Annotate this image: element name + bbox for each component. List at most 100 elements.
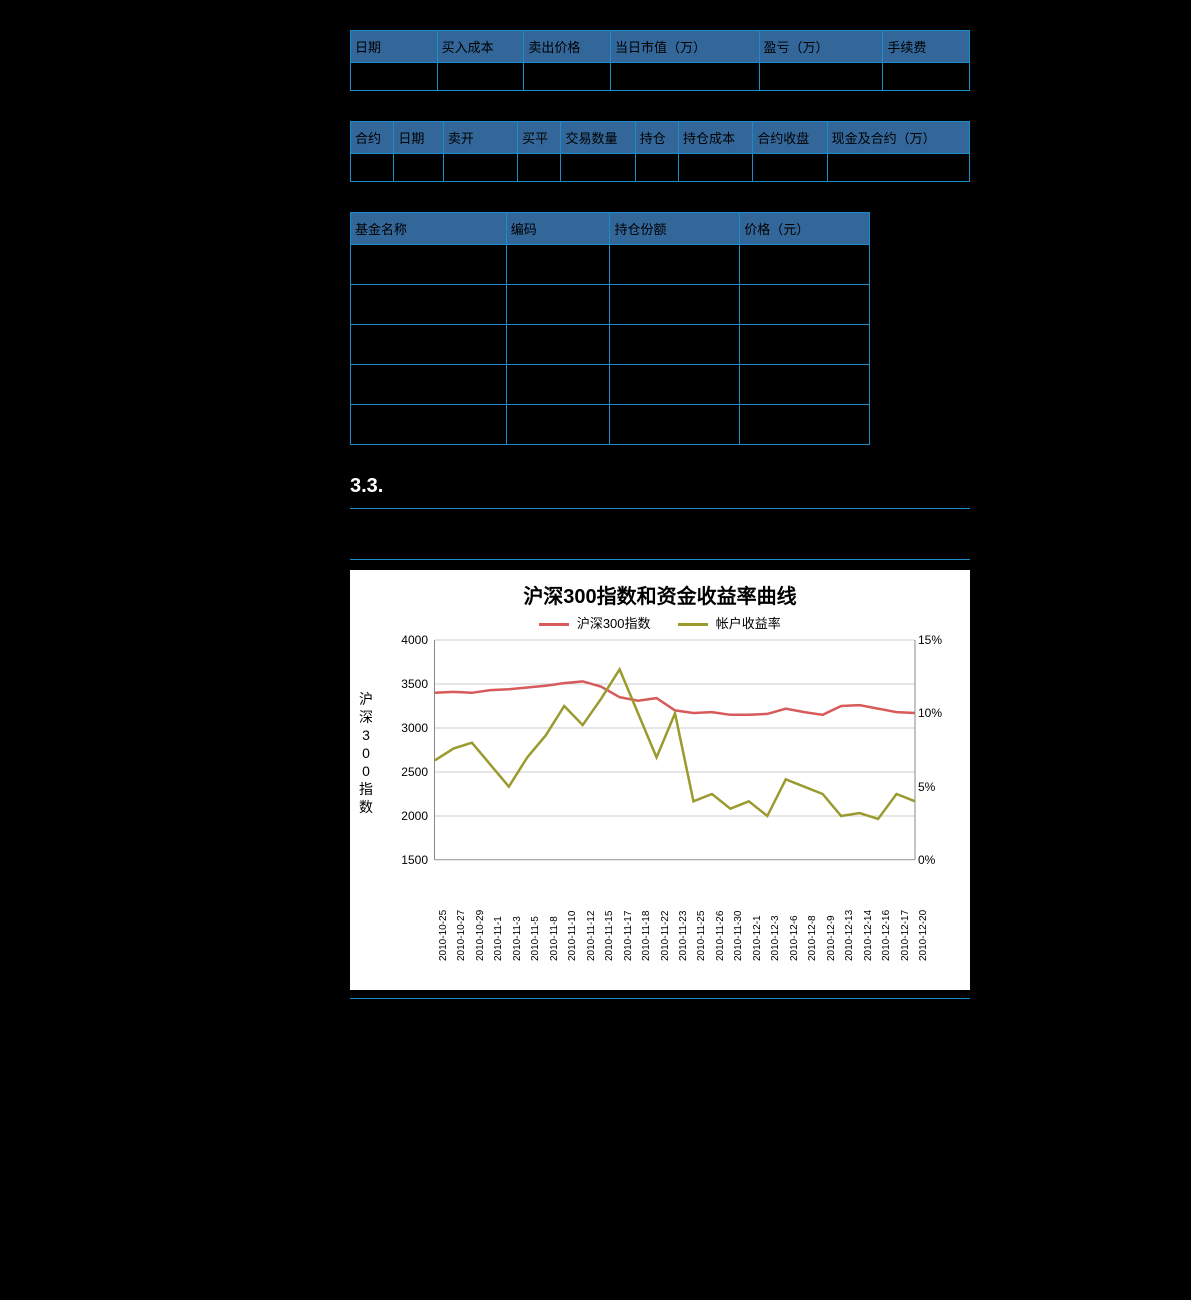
- th-date: 日期: [351, 31, 438, 63]
- legend-item-yield: 帐户收益率: [678, 613, 781, 632]
- th-contract: 合约: [351, 122, 394, 154]
- x-tick-label: 2010-11-15: [604, 861, 615, 961]
- heading-underline: [350, 508, 970, 509]
- table-row: [351, 245, 870, 285]
- th-code: 编码: [506, 213, 610, 245]
- legend-swatch: [539, 623, 569, 626]
- cell: [610, 325, 740, 365]
- table-row: [351, 63, 970, 91]
- y-tick-right: 15%: [918, 633, 954, 647]
- x-tick-label: 2010-12-20: [918, 861, 929, 961]
- cell: [506, 325, 610, 365]
- cell: [437, 63, 524, 91]
- th-buy-close: 买平: [518, 122, 561, 154]
- th-position: 持仓: [635, 122, 678, 154]
- line-hs300: [435, 681, 915, 714]
- divider-line: [350, 559, 970, 560]
- legend-swatch: [678, 623, 708, 626]
- th-pnl: 盈亏（万）: [759, 31, 883, 63]
- x-tick-label: 2010-11-12: [586, 861, 597, 961]
- cell: [740, 365, 870, 405]
- x-tick-label: 2010-10-29: [475, 861, 486, 961]
- th-price: 价格（元）: [740, 213, 870, 245]
- th-fee: 手续费: [883, 31, 970, 63]
- th-position-cost: 持仓成本: [679, 122, 753, 154]
- th-contract-close: 合约收盘: [753, 122, 827, 154]
- section-heading: 3.3.: [350, 475, 970, 500]
- cell: [753, 154, 827, 182]
- cell: [351, 63, 438, 91]
- x-tick-label: 2010-12-14: [863, 861, 874, 961]
- legend-label: 帐户收益率: [716, 616, 781, 631]
- y-tick-left: 3500: [390, 677, 428, 691]
- x-tick-label: 2010-10-25: [438, 861, 449, 961]
- cell: [740, 285, 870, 325]
- table-row: [351, 285, 870, 325]
- y-axis-label-left: 沪深300指数: [358, 690, 374, 816]
- cell: [610, 285, 740, 325]
- x-tick-label: 2010-12-17: [900, 861, 911, 961]
- cell: [740, 405, 870, 445]
- chart-legend: 沪深300指数 帐户收益率: [360, 613, 960, 632]
- th-market-value: 当日市值（万）: [610, 31, 759, 63]
- y-tick-left: 4000: [390, 633, 428, 647]
- y-tick-right: 10%: [918, 706, 954, 720]
- th-fund-name: 基金名称: [351, 213, 507, 245]
- th-buy-cost: 买入成本: [437, 31, 524, 63]
- cell: [351, 154, 394, 182]
- x-tick-label: 2010-11-18: [641, 861, 652, 961]
- x-tick-label: 2010-12-1: [752, 861, 763, 961]
- y-tick-right: 5%: [918, 780, 954, 794]
- table-header-row: 日期 买入成本 卖出价格 当日市值（万） 盈亏（万） 手续费: [351, 31, 970, 63]
- cell: [610, 405, 740, 445]
- chart-svg: [435, 640, 915, 860]
- table-row: [351, 154, 970, 182]
- cell: [759, 63, 883, 91]
- table-fund-holdings: 基金名称 编码 持仓份额 价格（元）: [350, 212, 870, 445]
- x-tick-label: 2010-11-8: [549, 861, 560, 961]
- cell: [351, 325, 507, 365]
- table-row: [351, 365, 870, 405]
- table-row: [351, 405, 870, 445]
- chart-plot-area: [434, 640, 914, 860]
- cell: [827, 154, 969, 182]
- table-header-row: 合约 日期 卖开 买平 交易数量 持仓 持仓成本 合约收盘 现金及合约（万）: [351, 122, 970, 154]
- cell: [506, 285, 610, 325]
- x-tick-label: 2010-11-1: [493, 861, 504, 961]
- cell: [443, 154, 517, 182]
- legend-label: 沪深300指数: [577, 616, 651, 631]
- table-header-row: 基金名称 编码 持仓份额 价格（元）: [351, 213, 870, 245]
- cell: [506, 365, 610, 405]
- document-content: 日期 买入成本 卖出价格 当日市值（万） 盈亏（万） 手续费 合约: [350, 30, 970, 999]
- x-tick-label: 2010-11-23: [678, 861, 689, 961]
- cell: [740, 245, 870, 285]
- th-sell-price: 卖出价格: [524, 31, 611, 63]
- chart-container: 沪深300指数和资金收益率曲线 沪深300指数 帐户收益率 沪深300指数 15…: [350, 570, 970, 990]
- table-contract-positions: 合约 日期 卖开 买平 交易数量 持仓 持仓成本 合约收盘 现金及合约（万）: [350, 121, 970, 182]
- th-trade-qty: 交易数量: [561, 122, 635, 154]
- x-tick-label: 2010-12-6: [789, 861, 800, 961]
- table-row: [351, 325, 870, 365]
- cell: [561, 154, 635, 182]
- th-sell-open: 卖开: [443, 122, 517, 154]
- cell: [351, 405, 507, 445]
- legend-item-hs300: 沪深300指数: [539, 613, 650, 632]
- cell: [506, 405, 610, 445]
- cell: [679, 154, 753, 182]
- bottom-divider: [350, 998, 970, 999]
- cell: [740, 325, 870, 365]
- cell: [610, 365, 740, 405]
- x-tick-label: 2010-11-25: [696, 861, 707, 961]
- x-tick-label: 2010-11-10: [567, 861, 578, 961]
- y-tick-left: 3000: [390, 721, 428, 735]
- cell: [610, 245, 740, 285]
- x-tick-label: 2010-11-3: [512, 861, 523, 961]
- x-tick-label: 2010-10-27: [456, 861, 467, 961]
- x-tick-label: 2010-12-3: [770, 861, 781, 961]
- x-tick-label: 2010-12-16: [881, 861, 892, 961]
- y-tick-left: 1500: [390, 853, 428, 867]
- y-tick-left: 2000: [390, 809, 428, 823]
- cell: [518, 154, 561, 182]
- cell: [351, 285, 507, 325]
- x-tick-label: 2010-11-26: [715, 861, 726, 961]
